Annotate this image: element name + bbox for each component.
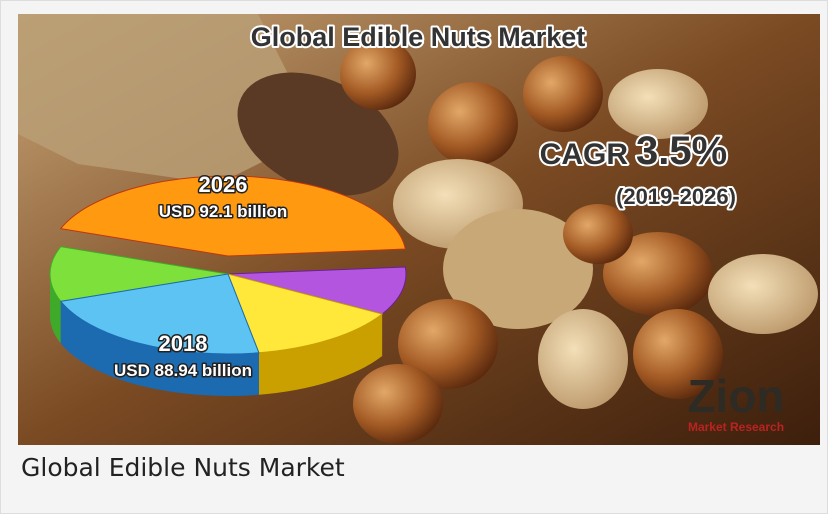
image-title: Global Edible Nuts Market	[251, 22, 586, 52]
logo-name: Zion	[687, 370, 784, 422]
cagr-label: CAGR	[540, 138, 629, 171]
card: Global Edible Nuts Market CAGR 3.5% (201…	[0, 0, 828, 514]
caption: Global Edible Nuts Market	[21, 453, 345, 482]
logo-subtitle: Market Research	[688, 420, 784, 434]
infographic: Global Edible Nuts Market CAGR 3.5% (201…	[18, 14, 820, 445]
cagr-period: (2019-2026)	[616, 184, 736, 209]
value-2018: USD 88.94 billion	[114, 361, 252, 380]
year-2018: 2018	[159, 331, 208, 356]
value-2026: USD 92.1 billion	[159, 202, 287, 221]
year-2026: 2026	[199, 172, 248, 197]
cagr-value: 3.5%	[636, 129, 727, 173]
